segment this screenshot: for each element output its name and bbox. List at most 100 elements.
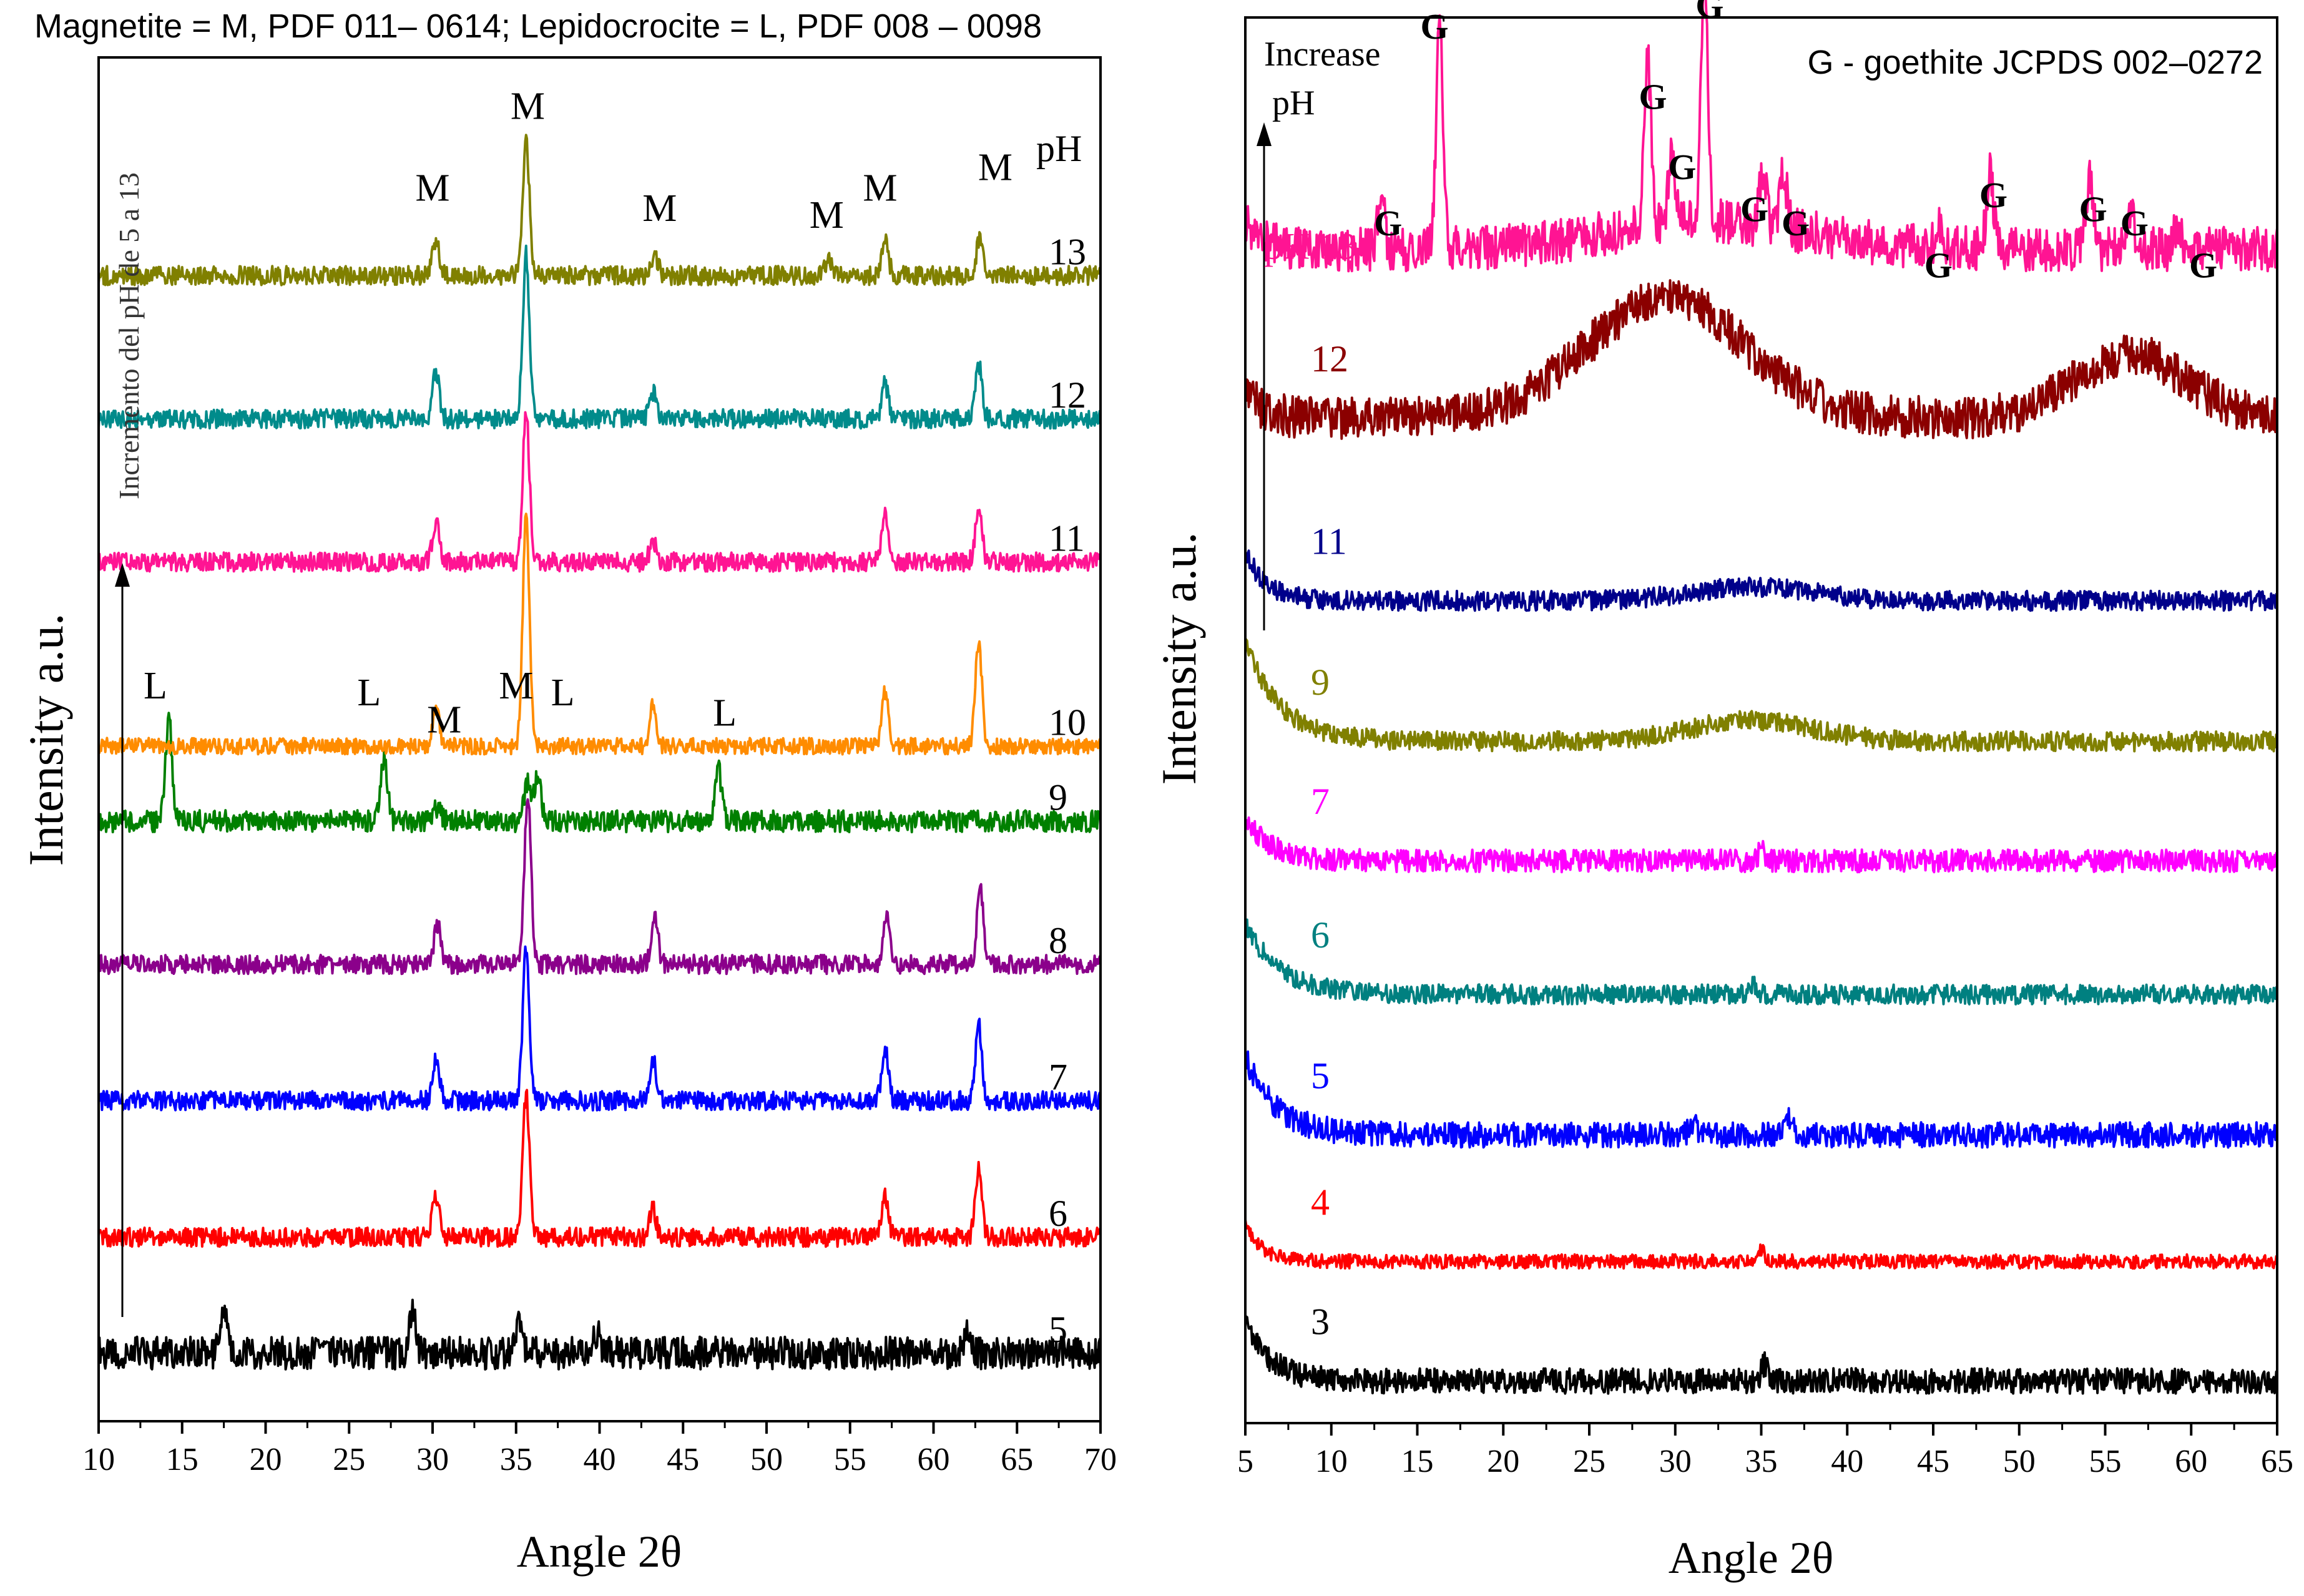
peak-label-M-9: M xyxy=(499,665,533,707)
series-label-5: 5 xyxy=(1049,1309,1067,1350)
series-label-9: 9 xyxy=(1049,777,1067,818)
peak-label-M-5: M xyxy=(978,147,1012,189)
right-header: G - goethite JCPDS 002–0272 xyxy=(1808,44,2263,81)
series-label-6: 6 xyxy=(1311,914,1330,956)
series-line-7 xyxy=(1244,816,2278,874)
series-label-7: 7 xyxy=(1311,781,1330,822)
x-tick-label: 50 xyxy=(2003,1444,2036,1479)
series-line-4 xyxy=(1244,1219,2278,1270)
series-line-5 xyxy=(1244,1050,2278,1149)
series-line-13 xyxy=(97,134,1102,286)
peak-label-M-0: M xyxy=(415,167,449,209)
peak-label-G-6: G xyxy=(1782,203,1810,243)
series-label-pH-13: pH 13 xyxy=(1264,226,1356,267)
series-label-11: 11 xyxy=(1311,521,1347,562)
peak-label-G-7: G xyxy=(1924,245,1953,286)
x-tick-label: 10 xyxy=(1315,1444,1348,1479)
left-y-axis-label: Intensity a.u. xyxy=(19,613,73,866)
peak-label-G-1: G xyxy=(1639,76,1667,117)
series-label-9: 9 xyxy=(1311,662,1330,703)
peak-label-G-0: G xyxy=(1421,6,1449,47)
x-tick-label: 45 xyxy=(1917,1444,1949,1479)
x-tick-label: 65 xyxy=(2261,1444,2293,1479)
series-line-11 xyxy=(1244,549,2278,612)
x-tick-label: 10 xyxy=(82,1442,115,1477)
left-series-group xyxy=(97,134,1102,1371)
x-tick-label: 25 xyxy=(1573,1444,1605,1479)
x-tick-label: 50 xyxy=(750,1442,783,1477)
peak-label-G-4: G xyxy=(1374,203,1402,243)
series-label-11: 11 xyxy=(1049,518,1085,559)
x-tick-label: 70 xyxy=(1084,1442,1117,1477)
peak-label-G-5: G xyxy=(1740,189,1768,230)
series-line-6 xyxy=(1244,918,2278,1006)
right-panel: G - goethite JCPDS 002–0272 Increase pH … xyxy=(1152,0,2293,1583)
peak-label-M-3: M xyxy=(810,194,844,237)
left-peak-annotations: MMM MM ML LMM L L xyxy=(144,85,1012,741)
x-tick-label: 35 xyxy=(1745,1444,1778,1479)
series-label-10: 10 xyxy=(1049,702,1086,743)
peak-label-L-10: L xyxy=(551,672,575,714)
series-line-12 xyxy=(97,244,1102,430)
peak-label-L-6: L xyxy=(144,665,167,707)
peak-label-G-3: G xyxy=(1695,0,1723,26)
peak-label-G-2: G xyxy=(1668,147,1696,187)
peak-label-L-7: L xyxy=(357,672,381,714)
x-tick-label: 30 xyxy=(416,1442,449,1477)
peak-label-M-2: M xyxy=(642,187,677,230)
series-line-10 xyxy=(97,512,1102,756)
x-tick-label: 30 xyxy=(1659,1444,1692,1479)
series-label-3: 3 xyxy=(1311,1301,1330,1342)
right-arrow-label-line1: Increase xyxy=(1264,35,1381,74)
right-series-labels: 3 4 5 6 7 9 11 12 pH 13 xyxy=(1264,226,1356,1343)
x-tick-label: 65 xyxy=(1001,1442,1033,1477)
right-y-axis-label: Intensity a.u. xyxy=(1152,532,1206,785)
x-tick-label: 20 xyxy=(1487,1444,1519,1479)
series-line-9 xyxy=(1244,638,2278,753)
left-panel: Magnetite = M, PDF 011– 0614; Lepidocroc… xyxy=(19,7,1117,1577)
x-tick-label: 45 xyxy=(667,1442,699,1477)
left-arrow-label: Incremento del pH de 5 a 13 xyxy=(113,172,145,499)
left-legend-header: pH xyxy=(1036,128,1082,169)
series-label-8: 8 xyxy=(1049,920,1067,961)
series-line-3 xyxy=(1244,1314,2278,1395)
series-label-6: 6 xyxy=(1049,1193,1067,1234)
series-label-4: 4 xyxy=(1311,1182,1330,1223)
series-line-6 xyxy=(97,1089,1102,1248)
peak-label-M-4: M xyxy=(863,167,897,209)
peak-label-G-11: G xyxy=(2189,245,2217,286)
right-series-group xyxy=(1244,0,2278,1395)
x-tick-label: 15 xyxy=(166,1442,199,1477)
left-header: Magnetite = M, PDF 011– 0614; Lepidocroc… xyxy=(34,7,1042,45)
left-x-ticks: 10 15 20 25 30 35 40 45 50 55 60 65 70 xyxy=(82,1421,1117,1477)
x-tick-label: 5 xyxy=(1237,1444,1253,1479)
right-x-axis-label: Angle 2θ xyxy=(1669,1533,1833,1583)
x-tick-label: 15 xyxy=(1401,1444,1434,1479)
series-line-9 xyxy=(97,712,1102,834)
series-line-8 xyxy=(97,798,1102,976)
series-line-5 xyxy=(97,1298,1102,1371)
series-line-12 xyxy=(1244,279,2278,440)
x-tick-label: 55 xyxy=(834,1442,866,1477)
x-tick-label: 25 xyxy=(333,1442,365,1477)
series-label-5: 5 xyxy=(1311,1055,1330,1096)
x-tick-label: 20 xyxy=(250,1442,282,1477)
series-label-13: 13 xyxy=(1049,232,1086,273)
series-line-7 xyxy=(98,945,1102,1112)
left-x-axis-label: Angle 2θ xyxy=(517,1527,682,1577)
series-label-12: 12 xyxy=(1311,338,1348,379)
right-arrow-head xyxy=(1257,122,1272,146)
x-tick-label: 60 xyxy=(918,1442,950,1477)
series-label-12: 12 xyxy=(1049,375,1086,416)
x-tick-label: 40 xyxy=(584,1442,616,1477)
peak-label-G-10: G xyxy=(2120,203,2149,243)
left-arrow-head xyxy=(115,563,130,587)
series-line-pH-13 xyxy=(1244,0,2278,273)
left-series-labels: 5 6 7 8 9 10 11 12 13 xyxy=(1049,232,1086,1350)
peak-label-M-8: M xyxy=(427,699,461,742)
x-tick-label: 55 xyxy=(2089,1444,2122,1479)
x-tick-label: 60 xyxy=(2175,1444,2207,1479)
peak-label-L-11: L xyxy=(713,692,737,735)
